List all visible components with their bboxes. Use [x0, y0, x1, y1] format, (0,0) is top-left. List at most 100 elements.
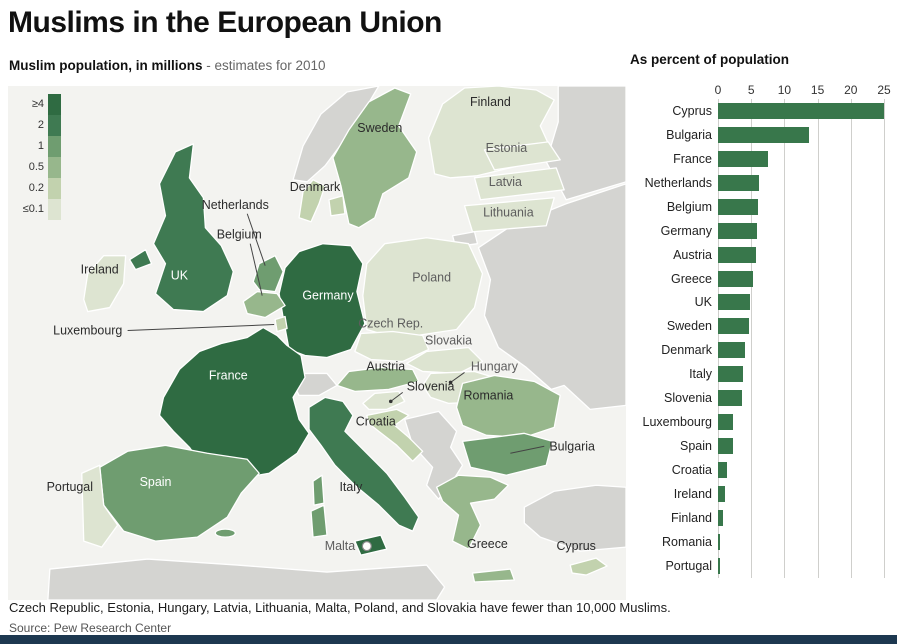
bar-row: Denmark: [630, 338, 884, 362]
legend-row: 0.5: [14, 157, 61, 178]
legend-label: ≥4: [31, 98, 44, 110]
country-latvia: [473, 167, 565, 201]
malta-marker: [361, 541, 372, 552]
map-label-romania: Romania: [464, 388, 514, 402]
subtitle-bold: Muslim population, in millions: [9, 58, 203, 73]
bar-row: France: [630, 147, 884, 171]
country-cyprus: [569, 557, 608, 576]
country-austria: [336, 366, 420, 393]
map-label-czech-rep: Czech Rep.: [358, 317, 423, 331]
map-label-lithuania: Lithuania: [483, 206, 534, 220]
map-label-estonia: Estonia: [486, 141, 528, 155]
bar-row: Bulgaria: [630, 123, 884, 147]
bar-row: Sweden: [630, 314, 884, 338]
country-bulgaria: [461, 432, 553, 476]
axis-tick: 5: [747, 83, 755, 97]
country-netherlands: [252, 255, 284, 293]
bar-ireland: [718, 485, 726, 502]
country-denmark: [298, 179, 326, 223]
leader-netherlands: [246, 213, 266, 266]
legend-swatch: [48, 157, 61, 178]
map-label-spain: Spain: [140, 475, 172, 489]
legend-row: ≥4: [14, 94, 61, 115]
subtitle-note: - estimates for 2010: [202, 58, 326, 73]
bar-portugal: [718, 557, 720, 574]
bar-track: [718, 509, 884, 526]
bar-row: Italy: [630, 362, 884, 386]
chart-plot: Cyprus Bulgaria France Netherlands Belgium Ge…: [630, 99, 885, 578]
map-label-finland: Finland: [470, 95, 511, 109]
chart-body: 0 5 10 15 20 25 Cyprus Bulgaria France Netherlan…: [630, 83, 891, 578]
footnote: Czech Republic, Estonia, Hungary, Latvia…: [9, 600, 671, 615]
country-spain: [99, 444, 260, 542]
bar-label: Cyprus: [672, 103, 712, 118]
map-label-ireland: Ireland: [81, 263, 119, 277]
map-label-cyprus: Cyprus: [556, 539, 595, 553]
bar-row: UK: [630, 291, 884, 315]
leader-hungary: [450, 372, 465, 383]
bar-track: [718, 150, 884, 167]
axis-tick: 15: [810, 83, 825, 97]
landmass-eastern-europe: [477, 183, 626, 411]
gridline: [718, 99, 719, 578]
country-italy: [308, 396, 420, 532]
bar-label: Netherlands: [644, 175, 712, 190]
bar-row: Greece: [630, 267, 884, 291]
bar-label: France: [673, 151, 712, 166]
gridline: [850, 99, 852, 578]
bar-track: [718, 414, 884, 431]
bar-track: [718, 198, 884, 215]
bar-row: Luxembourg: [630, 410, 884, 434]
legend-row: 2: [14, 115, 61, 136]
bar-track: [718, 294, 884, 311]
map-label-slovakia: Slovakia: [425, 333, 472, 347]
gridline: [817, 99, 819, 578]
bar-label: Ireland: [673, 486, 712, 501]
bar-row: Netherlands: [630, 171, 884, 195]
bar-track: [718, 462, 884, 479]
country-uk-northern-ireland: [128, 249, 153, 271]
chart-title: As percent of population: [630, 52, 790, 67]
bar-row: Portugal: [630, 554, 884, 578]
country-belgium: [242, 290, 286, 319]
bar-track: [718, 174, 884, 191]
legend-swatch: [48, 115, 61, 136]
map-legend: ≥4 2 1 0.5 0.2 ≤0.1: [14, 94, 61, 220]
map-label-france: France: [209, 368, 248, 382]
legend-row: ≤0.1: [14, 199, 61, 220]
bar-label: Greece: [671, 271, 712, 286]
bottom-brand-bar: [0, 635, 897, 644]
legend-swatch: [48, 136, 61, 157]
gridline: [751, 99, 753, 578]
map-label-sweden: Sweden: [357, 121, 402, 135]
bar-label: Croatia: [671, 463, 712, 478]
bar-row: Belgium: [630, 195, 884, 219]
bar-track: [718, 270, 884, 287]
legend-row: 1: [14, 136, 61, 157]
country-romania: [455, 374, 561, 438]
country-greece-crete: [471, 568, 516, 583]
bar-label: Italy: [689, 367, 712, 382]
bar-track: [718, 342, 884, 359]
bar-label: Finland: [671, 510, 712, 525]
legend-label: 0.2: [28, 182, 44, 194]
bar-label: Spain: [680, 439, 712, 454]
bar-track: [718, 222, 884, 239]
bar-label: Belgium: [666, 199, 712, 214]
bar-track: [718, 557, 884, 574]
bar-row: Romania: [630, 530, 884, 554]
leader-slovenia: [390, 392, 404, 402]
country-ireland: [83, 255, 127, 313]
map-label-slovenia: Slovenia: [407, 379, 455, 393]
bar-row: Croatia: [630, 458, 884, 482]
map-label-latvia: Latvia: [489, 175, 522, 189]
axis-ticks: 0 5 10 15 20 25: [715, 83, 891, 99]
landmass-russia-north: [545, 86, 626, 201]
europe-choropleth-map: Finland Sweden Estonia Latvia Lithuania Denma…: [8, 86, 626, 600]
bar-slovenia: [718, 390, 742, 407]
leader-hungary-dot: [448, 380, 453, 385]
bar-label: Luxembourg: [642, 415, 713, 430]
bar-label: Bulgaria: [666, 127, 712, 142]
map-label-italy: Italy: [339, 480, 363, 494]
